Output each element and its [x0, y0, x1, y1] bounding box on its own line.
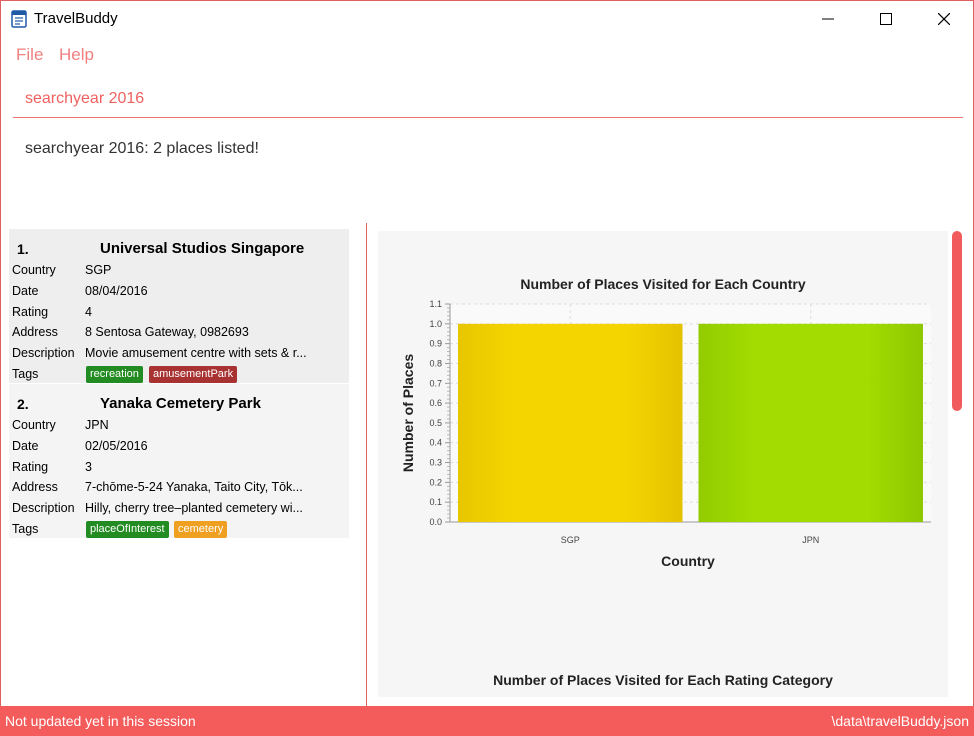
description-label: Description [12, 501, 75, 515]
bar-jpn [698, 323, 923, 522]
country-label: Country [12, 263, 56, 277]
place-list-panel[interactable]: 1. Universal Studios Singapore Country S… [1, 223, 367, 707]
menu-help[interactable]: Help [59, 45, 94, 64]
y-tick-label: 0.4 [429, 438, 442, 448]
tag-badge: placeOfInterest [86, 521, 169, 538]
tag-badge: recreation [86, 366, 143, 383]
close-icon [938, 13, 950, 25]
y-axis-label: Number of Places [400, 354, 416, 472]
y-tick-label: 0.8 [429, 358, 442, 368]
y-tick-label: 0.7 [429, 378, 442, 388]
save-location: \data\travelBuddy.json [831, 713, 970, 729]
y-tick-label: 0.6 [429, 398, 442, 408]
address-value: 7-chōme-5-24 Yanaka, Taito City, Tōk... [85, 480, 303, 494]
description-value: Movie amusement centre with sets & r... [85, 346, 307, 360]
rating-value: 4 [85, 305, 92, 319]
country-label: Country [12, 418, 56, 432]
y-tick-label: 0.3 [429, 458, 442, 468]
tags-label: Tags [12, 522, 39, 536]
address-label: Address [12, 325, 58, 339]
description-value: Hilly, cherry tree–planted cemetery wi..… [85, 501, 303, 515]
chart-title: Number of Places Visited for Each Countr… [520, 276, 805, 292]
y-tick-label: 0.1 [429, 497, 442, 507]
menu-file[interactable]: File [16, 45, 44, 64]
date-value: 08/04/2016 [85, 284, 148, 298]
place-card[interactable]: 1. Universal Studios Singapore Country S… [9, 229, 349, 383]
place-card[interactable]: 2. Yanaka Cemetery Park Country JPN Date… [9, 384, 349, 538]
place-name: Yanaka Cemetery Park [100, 395, 261, 412]
window-title: TravelBuddy [34, 10, 118, 27]
maximize-button[interactable] [857, 1, 915, 37]
tag-badge: cemetery [174, 521, 228, 538]
bar-sgp [458, 323, 683, 522]
place-name: Universal Studios Singapore [100, 240, 305, 257]
rating-chart-title: Number of Places Visited for Each Rating… [493, 672, 833, 688]
command-text: searchyear 2016 [25, 90, 145, 107]
address-label: Address [12, 480, 58, 494]
country-value: SGP [85, 263, 112, 277]
country-bar-chart: Number of Places Visited for Each Countr… [400, 276, 931, 688]
tags-label: Tags [12, 367, 39, 381]
date-value: 02/05/2016 [85, 439, 148, 453]
place-index: 2. [17, 396, 29, 412]
title-bar: TravelBuddy [1, 1, 973, 37]
rating-label: Rating [12, 460, 49, 474]
y-tick-label: 1.0 [429, 319, 442, 329]
command-input[interactable]: searchyear 2016 [13, 83, 963, 118]
rating-value: 3 [85, 460, 92, 474]
x-tick-label: JPN [802, 535, 819, 545]
status-bar: Not updated yet in this session \data\tr… [0, 706, 974, 736]
y-tick-label: 0.0 [429, 517, 442, 527]
date-label: Date [12, 284, 39, 298]
date-label: Date [12, 439, 39, 453]
x-tick-label: SGP [561, 535, 580, 545]
minimize-button[interactable] [799, 1, 857, 37]
statistics-panel: Number of Places Visited for Each Countr… [378, 231, 948, 697]
minimize-icon [822, 18, 834, 20]
vertical-scrollbar[interactable] [951, 231, 963, 697]
result-display: searchyear 2016: 2 places listed! [25, 140, 259, 157]
y-tick-label: 1.1 [429, 299, 442, 309]
description-label: Description [12, 346, 75, 360]
tag-badge: amusementPark [149, 366, 238, 383]
country-value: JPN [85, 418, 109, 432]
x-axis-label: Country [661, 553, 715, 569]
y-tick-label: 0.5 [429, 418, 442, 428]
app-logo-icon [11, 10, 27, 28]
rating-label: Rating [12, 305, 49, 319]
place-index: 1. [17, 241, 29, 257]
scrollbar-thumb[interactable] [952, 231, 962, 411]
y-tick-label: 0.2 [429, 477, 442, 487]
y-tick-label: 0.9 [429, 339, 442, 349]
sync-status: Not updated yet in this session [5, 713, 196, 729]
address-value: 8 Sentosa Gateway, 0982693 [85, 325, 249, 339]
close-button[interactable] [915, 1, 973, 37]
maximize-icon [880, 13, 892, 25]
